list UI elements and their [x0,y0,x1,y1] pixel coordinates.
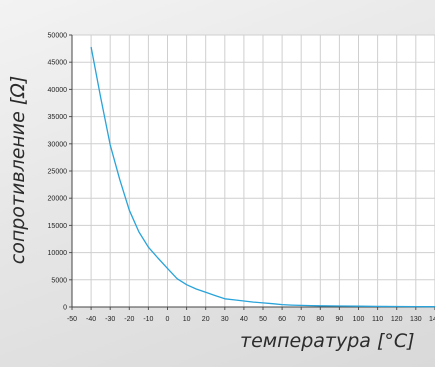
y-tick-label: 0 [63,305,67,312]
y-tick-label: 50000 [48,33,68,40]
x-tick-label: 120 [391,316,403,323]
y-tick-label: 45000 [48,60,68,67]
x-tick-label: 80 [316,316,324,323]
y-tick-label: 30000 [48,141,68,148]
x-tick-label: 70 [297,316,305,323]
x-tick-label: 110 [372,316,383,323]
x-tick-label: 50 [259,316,267,323]
x-tick-label: 90 [336,316,344,323]
x-tick-label: 20 [202,316,210,323]
y-tick-label: 5000 [51,277,67,284]
y-tick-label: 20000 [48,196,68,203]
x-tick-label: 10 [183,316,191,323]
x-tick-label: -10 [143,316,153,323]
x-axis-title: температура [°C] [240,330,415,352]
x-tick-label: -30 [105,316,115,323]
y-tick-label: 10000 [48,250,68,257]
x-tick-label: 60 [278,316,286,323]
y-tick-label: 35000 [48,114,68,121]
x-tick-label: -40 [86,316,96,323]
x-tick-label: -50 [67,316,77,323]
x-tick-label: 30 [221,316,229,323]
x-tick-label: 130 [410,316,422,323]
y-tick-label: 25000 [48,169,68,176]
x-tick-label: 100 [353,316,365,323]
series-line [90,46,435,308]
y-tick-label: 40000 [48,87,68,94]
x-tick-label: 0 [166,316,170,323]
x-tick-label: 140 [429,316,435,323]
x-tick-label: 40 [240,316,248,323]
y-tick-label: 15000 [48,223,68,230]
x-tick-label: -20 [124,316,134,323]
